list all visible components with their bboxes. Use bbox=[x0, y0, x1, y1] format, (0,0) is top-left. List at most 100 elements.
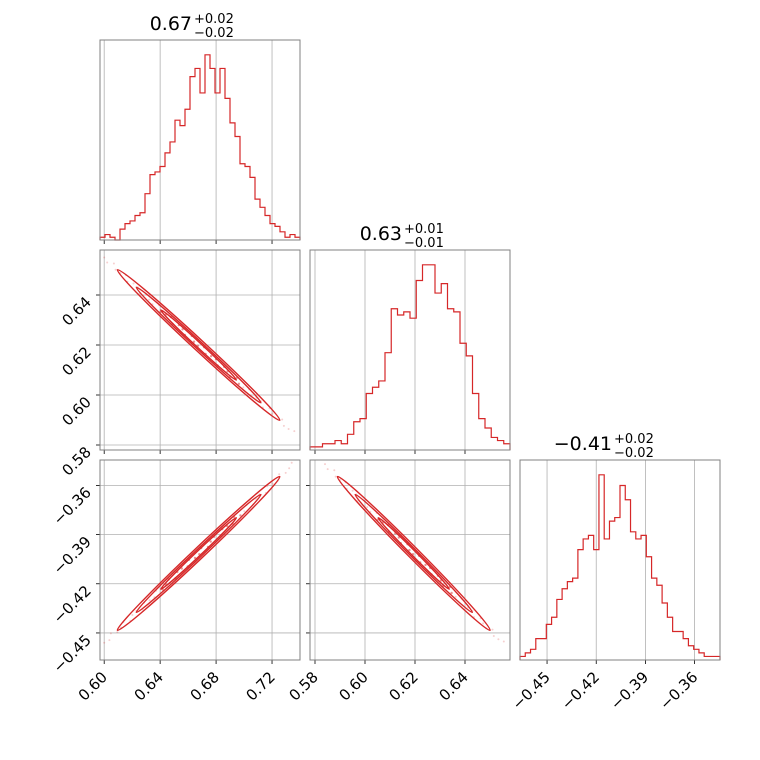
histogram-0 bbox=[99, 54, 301, 241]
sample-point bbox=[239, 514, 242, 517]
sample-point bbox=[293, 430, 296, 433]
x-tick-label: 0.60 bbox=[75, 668, 111, 704]
panel-2-0 bbox=[96, 459, 301, 664]
x-tick-label: −0.36 bbox=[656, 668, 701, 713]
sample-point bbox=[114, 268, 117, 271]
y-tick-label: −0.36 bbox=[50, 484, 95, 529]
panel-frame bbox=[99, 39, 301, 241]
sample-point bbox=[131, 614, 134, 616]
sample-point bbox=[450, 591, 453, 595]
sample-point bbox=[326, 468, 329, 471]
title-minus-1: −0.01 bbox=[404, 236, 444, 251]
sample-point bbox=[282, 424, 285, 427]
sample-point bbox=[271, 482, 274, 485]
title-value-2: −0.41 bbox=[554, 433, 612, 455]
panel-frame bbox=[99, 249, 301, 451]
sample-point bbox=[288, 467, 291, 470]
sample-point bbox=[148, 298, 151, 301]
contour-2 bbox=[160, 516, 238, 590]
contour-2 bbox=[160, 309, 238, 381]
x-tick-label: 0.60 bbox=[335, 668, 371, 704]
x-tick-label: 0.64 bbox=[131, 668, 167, 704]
sample-point bbox=[497, 638, 500, 641]
sample-point bbox=[334, 475, 337, 478]
sample-point bbox=[148, 599, 151, 602]
x-tick-label: −0.42 bbox=[558, 668, 603, 713]
sample-point bbox=[408, 548, 411, 552]
sample-point bbox=[454, 595, 457, 598]
contour-0 bbox=[336, 475, 491, 632]
sample-point bbox=[271, 412, 274, 415]
sample-point bbox=[209, 355, 213, 358]
sample-point bbox=[284, 471, 287, 474]
sample-point bbox=[287, 428, 290, 430]
contour-0 bbox=[116, 268, 281, 422]
sample-point bbox=[482, 622, 485, 625]
title-plus-1: +0.01 bbox=[404, 222, 444, 237]
title-value-0: 0.67 bbox=[150, 13, 192, 35]
y-tick-label: −0.39 bbox=[50, 533, 95, 578]
title-plus-2: +0.02 bbox=[614, 432, 654, 447]
sample-point bbox=[491, 628, 494, 631]
y-tick-label: 0.64 bbox=[58, 293, 94, 329]
title-minus-2: −0.02 bbox=[614, 446, 654, 461]
sample-point bbox=[237, 382, 241, 385]
y-tick-label: 0.62 bbox=[58, 343, 94, 379]
y-tick-label: 0.60 bbox=[58, 393, 94, 429]
title-value-1: 0.63 bbox=[360, 223, 402, 245]
x-tick-label: −0.45 bbox=[509, 668, 554, 713]
sample-point bbox=[116, 631, 119, 634]
contour-1 bbox=[135, 493, 262, 614]
sample-point bbox=[192, 340, 196, 343]
contour-1 bbox=[135, 286, 262, 404]
x-tick-label: 0.62 bbox=[385, 668, 421, 704]
sample-point bbox=[112, 262, 115, 265]
x-tick-label: 0.68 bbox=[187, 668, 223, 704]
x-tick-label: 0.58 bbox=[285, 668, 321, 704]
x-tick-label: 0.72 bbox=[243, 668, 279, 704]
histogram-1 bbox=[309, 264, 511, 450]
sample-point bbox=[324, 463, 326, 466]
sample-point bbox=[351, 489, 354, 492]
panel-frame bbox=[99, 459, 301, 661]
sample-point bbox=[242, 386, 245, 389]
sample-point bbox=[290, 461, 293, 464]
title-minus-0: −0.02 bbox=[194, 26, 234, 41]
sample-point bbox=[193, 556, 197, 560]
panel-0-0: 0.67 +0.02−0.02 bbox=[99, 12, 301, 244]
sample-point bbox=[366, 506, 369, 509]
contour-0 bbox=[116, 475, 281, 632]
sample-point bbox=[502, 640, 505, 643]
sample-point bbox=[492, 635, 495, 637]
sample-point bbox=[132, 282, 135, 285]
x-tick-label: −0.39 bbox=[607, 668, 652, 713]
panel-1-1: 0.63 +0.01−0.01 bbox=[309, 222, 511, 454]
contour-1 bbox=[354, 493, 474, 614]
panel-2-2: −0.41 +0.02−0.02 bbox=[519, 432, 721, 664]
title-plus-0: +0.02 bbox=[194, 12, 234, 27]
y-tick-label: −0.42 bbox=[50, 582, 95, 627]
y-tick-label: 0.58 bbox=[58, 443, 94, 479]
sample-point bbox=[180, 567, 183, 570]
sample-point bbox=[109, 632, 112, 635]
sample-point bbox=[281, 418, 284, 421]
sample-point bbox=[108, 639, 111, 642]
panel-1-0 bbox=[96, 249, 301, 454]
panel-frame bbox=[309, 249, 511, 451]
contour-2 bbox=[377, 516, 450, 590]
panel-frame bbox=[519, 459, 721, 661]
sample-point bbox=[103, 641, 106, 644]
y-tick-label: −0.45 bbox=[50, 631, 95, 676]
x-tick-label: 0.64 bbox=[435, 668, 471, 704]
panel-frame bbox=[309, 459, 511, 661]
sample-point bbox=[278, 473, 281, 476]
sample-point bbox=[106, 261, 109, 264]
sample-point bbox=[424, 563, 427, 567]
sample-point bbox=[209, 540, 212, 543]
sample-point bbox=[333, 469, 336, 472]
panel-2-1 bbox=[306, 459, 511, 664]
sample-point bbox=[103, 256, 106, 259]
histogram-2 bbox=[519, 474, 721, 660]
sample-point bbox=[243, 510, 246, 513]
